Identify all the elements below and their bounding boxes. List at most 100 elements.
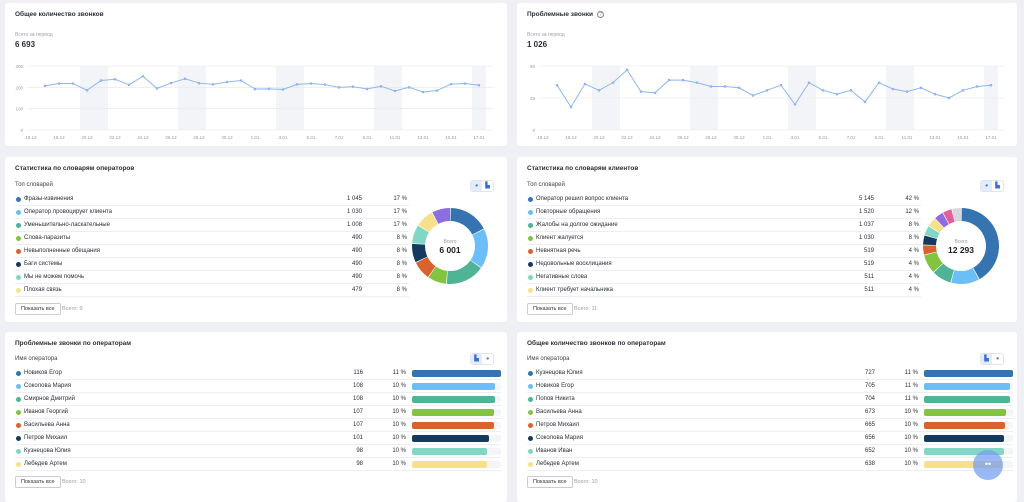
row-name: Новиков Егор — [24, 370, 62, 376]
list-row[interactable]: Слова-паразиты 490 8 % — [15, 232, 409, 245]
legend-dot — [16, 249, 21, 254]
bar-track — [412, 408, 501, 416]
show-all-button[interactable]: Показать все — [527, 303, 573, 315]
list-row[interactable]: Иванов Иван 652 10 % — [527, 445, 1013, 458]
row-percent: 8 % — [396, 248, 407, 254]
list-row[interactable]: Лебедев Артем 638 10 % — [527, 458, 1013, 471]
list-row[interactable]: Кузнецова Юлия 727 11 % — [527, 367, 1013, 380]
list-row[interactable]: Соколова Мария 108 10 % — [15, 380, 501, 393]
row-value: 519 — [863, 248, 874, 254]
view-toggle: ◕ ▙ — [980, 180, 1004, 192]
list-row[interactable]: Соколова Мария 656 10 % — [527, 432, 1013, 445]
total-count: Всего: 10 — [62, 479, 86, 485]
show-all-button[interactable]: Показать все — [15, 476, 61, 488]
list-row[interactable]: Петров Михаил 101 10 % — [15, 432, 501, 445]
list-row[interactable]: Васильева Анна 107 10 % — [15, 419, 501, 432]
pie-view-icon[interactable]: ◕ — [995, 356, 1000, 362]
list-row[interactable]: Фразы-извинения 1 045 17 % — [15, 193, 409, 206]
data-point — [667, 78, 671, 82]
row-percent: 8 % — [396, 287, 407, 293]
y-tick-label: 300 — [15, 64, 23, 69]
list-row[interactable]: Новиков Егор 116 11 % — [15, 367, 501, 380]
row-percent: 8 % — [396, 235, 407, 241]
donut-slice — [450, 208, 484, 235]
pie-view-icon[interactable]: ◕ — [485, 356, 490, 362]
period-total: 6 693 — [15, 40, 36, 49]
legend-dot — [528, 371, 533, 376]
weekend-band — [388, 66, 402, 130]
list-row[interactable]: Оператор решил вопрос клиента 5 145 42 % — [527, 193, 921, 206]
list-row[interactable]: Петров Михаил 665 10 % — [527, 419, 1013, 432]
row-value: 1 045 — [346, 196, 362, 202]
legend-dot — [16, 262, 21, 267]
row-percent: 8 % — [396, 261, 407, 267]
legend-dot — [528, 262, 533, 267]
x-tick-label: 16.12 — [25, 135, 37, 140]
list-row[interactable]: Повторные обращения 1 520 12 % — [527, 206, 921, 219]
row-percent: 10 % — [904, 409, 918, 415]
bar-view-icon[interactable]: ▙ — [995, 183, 1000, 189]
bar-view-icon[interactable]: ▙ — [471, 354, 482, 364]
bar-fill — [412, 395, 495, 403]
data-point — [253, 87, 257, 91]
x-tick-label: 1.01 — [763, 135, 772, 140]
x-tick-label: 13.01 — [417, 135, 429, 140]
pie-view-icon[interactable]: ◕ — [471, 181, 482, 191]
donut-slice — [923, 245, 937, 255]
list-row[interactable]: Смирнов Дмитрий 108 10 % — [15, 393, 501, 406]
bar-track — [412, 395, 501, 403]
bar-view-icon[interactable]: ▙ — [981, 354, 992, 364]
list-row[interactable]: Негативные слова 511 4 % — [527, 271, 921, 284]
chat-widget-icon[interactable]: •• — [973, 450, 1003, 480]
list-row[interactable]: Недовольные восклицания 519 4 % — [527, 258, 921, 271]
row-percent: 11 % — [904, 370, 918, 376]
list-row[interactable]: Невнятная речь 519 4 % — [527, 245, 921, 258]
row-value: 5 145 — [858, 196, 874, 202]
x-tick-label: 28.12 — [705, 135, 717, 140]
bar-view-icon[interactable]: ▙ — [485, 183, 490, 189]
data-point — [835, 92, 839, 96]
list-row[interactable]: Попов Никита 704 11 % — [527, 393, 1013, 406]
bar-fill — [924, 369, 1013, 377]
legend-dot — [16, 371, 21, 376]
row-name: Повторные обращения — [536, 209, 601, 215]
legend-dot — [528, 288, 533, 293]
row-name: Смирнов Дмитрий — [24, 396, 75, 402]
list-row[interactable]: Жалобы на долгое ожидание 1 037 8 % — [527, 219, 921, 232]
x-tick-label: 1.01 — [251, 135, 260, 140]
help-icon[interactable]: ? — [597, 11, 605, 18]
donut-slice — [470, 229, 488, 268]
row-value: 490 — [351, 274, 362, 280]
x-tick-label: 24.12 — [649, 135, 661, 140]
data-point — [821, 89, 825, 92]
donut-slice — [412, 225, 429, 245]
list-row[interactable]: Лебедев Артем 98 10 % — [15, 458, 501, 471]
list-row[interactable]: Оператор провоцирует клиента 1 030 17 % — [15, 206, 409, 219]
bar-fill — [924, 434, 1005, 442]
data-point — [877, 81, 881, 84]
list-row[interactable]: Иванов Георгий 107 10 % — [15, 406, 501, 419]
legend-dot — [528, 397, 533, 402]
list-row[interactable]: Плохая связь 479 8 % — [15, 284, 409, 297]
list-row[interactable]: Новиков Егор 705 11 % — [527, 380, 1013, 393]
dictionary-list: Оператор решил вопрос клиента 5 145 42 % По… — [527, 193, 921, 297]
period-label: Всего за период — [527, 32, 565, 38]
data-point — [919, 86, 923, 90]
list-row[interactable]: Мы не можем помочь 490 8 % — [15, 271, 409, 284]
data-point — [239, 79, 243, 82]
problem-calls-by-operator-card: Проблемные звонки по операторам Имя опер… — [5, 332, 507, 502]
show-all-button[interactable]: Показать все — [15, 303, 61, 315]
list-row[interactable]: Кузнецова Юлия 98 10 % — [15, 445, 501, 458]
list-row[interactable]: Уменьшительно-ласкательные 1 008 17 % — [15, 219, 409, 232]
x-tick-label: 7.01 — [847, 135, 856, 140]
pie-view-icon[interactable]: ◕ — [981, 181, 992, 191]
show-all-button[interactable]: Показать все — [527, 476, 573, 488]
list-row[interactable]: Клиент требует начальника 511 4 % — [527, 284, 921, 297]
list-row[interactable]: Невыполненные обещания 490 8 % — [15, 245, 409, 258]
list-row[interactable]: Васильева Анна 673 10 % — [527, 406, 1013, 419]
list-row[interactable]: Баги системы 490 8 % — [15, 258, 409, 271]
row-value: 116 — [353, 370, 363, 376]
data-point — [863, 100, 867, 104]
donut-slice — [943, 209, 955, 224]
list-row[interactable]: Клиент жалуется 1 030 8 % — [527, 232, 921, 245]
